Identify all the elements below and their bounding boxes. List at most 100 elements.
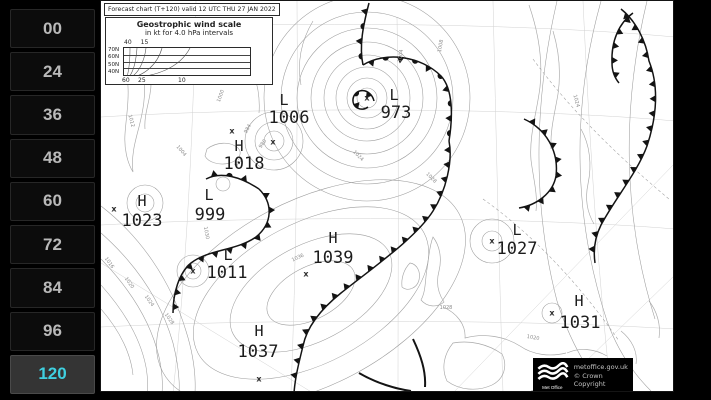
pressure-letter-L-1011: L	[223, 246, 233, 264]
cold-front-triangle	[622, 179, 630, 186]
time-button-24[interactable]: 24	[10, 52, 95, 92]
pressure-value-H-1037: 1037	[237, 342, 279, 362]
cold-front-triangle	[268, 206, 276, 214]
time-button-00[interactable]: 00	[10, 9, 95, 49]
pressure-value-L-999: 999	[194, 205, 226, 225]
pressure-centre-L-1011: x	[190, 266, 196, 276]
pressure-centre-H-1031: x	[549, 308, 555, 318]
cold-front-triangle	[367, 264, 374, 272]
cold-front-triangle	[605, 204, 613, 211]
branding-url: metoffice.gov.uk	[573, 363, 628, 372]
cold-front-triangle	[549, 142, 557, 149]
cold-front-triangle	[540, 129, 548, 136]
front-cold	[593, 8, 657, 264]
pressure-letter-H-1018: H	[234, 137, 244, 155]
front-occluded	[205, 174, 260, 190]
warm-front-semicircle	[412, 59, 419, 64]
cold-front-triangle	[343, 283, 351, 291]
cold-front-triangle	[588, 245, 595, 253]
isobar-label-1028-15: 1028	[439, 305, 453, 311]
chart-title: Forecast chart (T+120) valid 12 UTC THU …	[104, 3, 280, 16]
cold-front-triangle	[297, 342, 304, 350]
isobars	[101, 1, 670, 391]
cold-front-triangle	[555, 171, 563, 179]
cold-front-triangle	[445, 114, 452, 122]
cold-front-triangle	[630, 167, 638, 174]
time-button-72[interactable]: 72	[10, 225, 95, 265]
cold-front-triangle	[623, 16, 631, 23]
warm-front-semicircle	[437, 73, 443, 79]
front-occluded	[360, 2, 370, 66]
cold-front-triangle	[641, 51, 649, 59]
cold-front-triangle	[355, 274, 362, 281]
time-button-120[interactable]: 120	[10, 354, 95, 394]
cold-front-triangle	[331, 292, 339, 300]
cold-front-triangle	[440, 176, 448, 183]
time-button-96[interactable]: 96	[10, 311, 95, 351]
cold-front-triangle	[302, 328, 309, 336]
cold-front-triangle	[642, 139, 650, 147]
warm-front-semicircle	[360, 23, 365, 30]
warm-front-semicircle	[226, 172, 233, 177]
cold-front-triangle	[186, 262, 193, 270]
cold-front-triangle	[555, 156, 562, 164]
cold-front-triangle	[443, 161, 450, 169]
time-button-36[interactable]: 36	[10, 95, 95, 135]
cold-front-triangle	[591, 231, 599, 238]
met-office-logo-text: Met Office	[542, 385, 563, 390]
cold-front-triangle	[172, 303, 180, 311]
warm-front-semicircle	[358, 53, 363, 60]
cold-front-triangle	[523, 204, 531, 212]
pressure-letter-L-1027: L	[512, 221, 522, 239]
pressure-centre-L-973: x	[364, 93, 370, 103]
time-button-84[interactable]: 84	[10, 268, 95, 308]
pressure-centre-H-1023: x	[111, 204, 117, 214]
cold-front-triangle	[355, 37, 362, 45]
time-button-48[interactable]: 48	[10, 138, 95, 178]
cold-front-triangle	[262, 192, 270, 200]
cold-front-triangle	[646, 65, 653, 73]
pressure-value-L-973: 973	[380, 103, 412, 123]
cold-front-triangle	[264, 221, 272, 228]
cold-front-triangle	[197, 255, 204, 263]
cold-front-triangle	[240, 242, 247, 250]
wind-scale-top-ticks: 40 15	[124, 39, 149, 46]
cold-front-triangle	[422, 215, 429, 223]
pressure-letter-H-1037: H	[254, 322, 264, 340]
pressure-centre-H-1037: x	[256, 374, 262, 384]
cold-front-triangle	[614, 192, 622, 199]
warm-front-semicircle	[446, 130, 451, 137]
pressure-value-L-1027: 1027	[496, 239, 538, 259]
copyright-text: © Crown Copyright	[573, 371, 606, 389]
cold-front-triangle	[537, 197, 544, 205]
cold-front-triangle	[637, 37, 645, 44]
cold-front-triangle	[367, 59, 375, 67]
pressure-letter-H-1039: H	[328, 229, 338, 247]
pressure-centre-L-1027: x	[489, 236, 495, 246]
cold-front-triangle	[390, 246, 398, 254]
pressure-centre-H-1039: x	[303, 269, 309, 279]
pressure-letter-L-999: L	[204, 186, 214, 204]
cold-front-triangle	[412, 226, 420, 234]
pressure-centre-L-1006: x	[270, 137, 276, 147]
map-decoration	[101, 1, 673, 391]
cold-front-triangle	[397, 57, 405, 64]
pressure-value-L-1011: 1011	[206, 263, 248, 283]
cold-front-triangle	[211, 170, 218, 177]
wind-scale-latitude-labels: 70N 60N 50N 40N	[108, 47, 120, 76]
time-button-60[interactable]: 60	[10, 181, 95, 222]
cold-front-triangle	[365, 91, 373, 99]
fronts-layer	[172, 2, 657, 391]
cold-front-triangle	[649, 95, 656, 103]
pressure-letter-H-1031: H	[574, 292, 584, 310]
cold-front-triangle	[548, 185, 556, 193]
cold-front-triangle	[648, 110, 655, 118]
front-cold	[518, 118, 558, 209]
cold-front-triangle	[648, 80, 656, 88]
cold-front-triangle	[240, 175, 247, 182]
cold-front-triangle	[646, 125, 653, 132]
branding-text: metoffice.gov.uk © Crown Copyright	[572, 363, 633, 389]
warm-front-semicircle	[382, 57, 389, 61]
wind-scale-legend: Geostrophic wind scale in kt for 4.0 hPa…	[105, 17, 273, 85]
map-canvas[interactable]: Forecast chart (T+120) valid 12 UTC THU …	[100, 0, 674, 392]
